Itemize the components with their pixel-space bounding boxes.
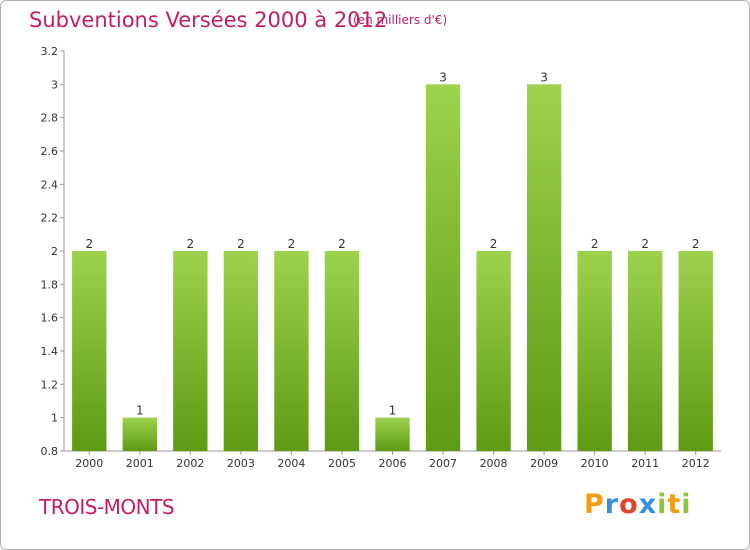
proxiti-logo[interactable]: Proxiti bbox=[584, 489, 692, 520]
bar-value-label: 3 bbox=[540, 70, 548, 84]
bar bbox=[375, 417, 410, 451]
y-tick-label: 2.8 bbox=[41, 112, 59, 125]
bar-value-label: 2 bbox=[490, 237, 498, 251]
x-tick-label: 2005 bbox=[328, 457, 356, 470]
y-tick-label: 1 bbox=[51, 412, 58, 425]
bar-value-label: 3 bbox=[439, 70, 447, 84]
bar bbox=[72, 251, 107, 451]
y-tick-label: 1.4 bbox=[41, 345, 59, 358]
bar-value-label: 2 bbox=[338, 237, 346, 251]
chart-title: Subventions Versées 2000 à 2012 bbox=[29, 8, 388, 32]
y-tick-label: 1.2 bbox=[41, 378, 59, 391]
x-tick-label: 2007 bbox=[429, 457, 457, 470]
x-tick-label: 2011 bbox=[631, 457, 659, 470]
bar-value-label: 1 bbox=[136, 404, 144, 418]
y-tick-label: 3.2 bbox=[41, 45, 59, 58]
y-tick-label: 3 bbox=[51, 78, 58, 91]
bar bbox=[628, 251, 663, 451]
bar-value-label: 2 bbox=[85, 237, 93, 251]
x-tick-label: 2006 bbox=[379, 457, 407, 470]
bar bbox=[223, 251, 259, 451]
y-tick-label: 2.2 bbox=[41, 212, 59, 225]
chart-unit-subtitle: (en milliers d'€) bbox=[353, 13, 448, 27]
x-tick-label: 2008 bbox=[480, 457, 508, 470]
x-tick-label: 2010 bbox=[581, 457, 609, 470]
bar-value-label: 2 bbox=[187, 237, 195, 251]
bar bbox=[476, 251, 511, 451]
y-tick-label: 1.8 bbox=[41, 278, 59, 291]
bar-value-label: 2 bbox=[692, 237, 700, 251]
x-tick-label: 2001 bbox=[126, 457, 154, 470]
bar bbox=[122, 417, 157, 451]
x-tick-label: 2002 bbox=[176, 457, 204, 470]
y-tick-label: 0.8 bbox=[41, 445, 59, 458]
bar bbox=[526, 84, 562, 451]
x-tick-label: 2009 bbox=[530, 457, 558, 470]
logo-letter: P bbox=[584, 489, 605, 520]
axes: 0.8 1 1.2 1.4 1.6 1.8 2 2.2 2.4 2.6 2.8 3 3.2 2000 200… bbox=[41, 45, 721, 470]
commune-name: TROIS-MONTS bbox=[39, 495, 175, 519]
y-tick-label: 2.4 bbox=[41, 178, 59, 191]
bar-value-label: 2 bbox=[288, 237, 296, 251]
bar bbox=[425, 84, 461, 451]
x-tick-label: 2000 bbox=[75, 457, 103, 470]
bar-value-label: 2 bbox=[591, 237, 599, 251]
logo-letter: i bbox=[681, 489, 692, 520]
y-tick-label: 2.6 bbox=[41, 145, 59, 158]
value-labels: 2 1 2 2 2 2 1 3 2 3 2 2 2 bbox=[85, 70, 699, 417]
bar-value-label: 2 bbox=[641, 237, 649, 251]
bar bbox=[678, 251, 713, 451]
bar bbox=[173, 251, 208, 451]
bar-value-label: 2 bbox=[237, 237, 245, 251]
logo-letter: i bbox=[657, 489, 668, 520]
x-tick-label: 2012 bbox=[682, 457, 710, 470]
x-tick-label: 2003 bbox=[227, 457, 255, 470]
x-tick-label: 2004 bbox=[277, 457, 305, 470]
logo-letter: o bbox=[619, 489, 639, 520]
y-tick-label: 1.6 bbox=[41, 312, 59, 325]
bar bbox=[274, 251, 309, 451]
bar-value-label: 1 bbox=[389, 404, 397, 418]
bars bbox=[72, 84, 713, 451]
y-tick-label: 2 bbox=[51, 245, 58, 258]
bar bbox=[577, 251, 612, 451]
bar bbox=[324, 251, 360, 451]
logo-letter: t bbox=[667, 489, 682, 520]
logo-letter: r bbox=[604, 489, 620, 520]
logo-letter: x bbox=[638, 489, 658, 520]
